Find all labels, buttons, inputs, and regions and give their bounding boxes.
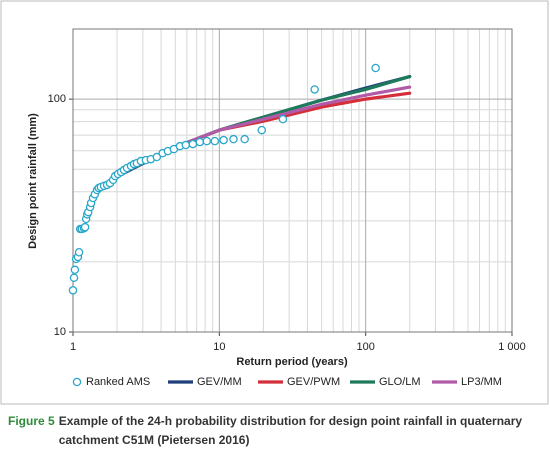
x-tick-label: 1 000 (498, 341, 526, 353)
data-point (74, 248, 84, 257)
x-tick-label: 100 (356, 341, 374, 353)
chart-frame (0, 0, 549, 405)
data-point (371, 63, 380, 73)
data-point (69, 273, 79, 282)
data-point (278, 114, 288, 124)
x-tick-label: 1 (70, 341, 76, 353)
data-point (240, 134, 249, 144)
legend-label: GEV/PWM (287, 376, 340, 388)
data-point (210, 136, 220, 146)
legend-label: GEV/MM (197, 376, 242, 388)
legend-marker (72, 377, 82, 387)
data-point (195, 137, 205, 147)
caption-label: Figure 5 (8, 414, 55, 428)
data-point (152, 152, 162, 162)
y-tick-label: 10 (54, 326, 66, 338)
legend-label: Ranked AMS (86, 376, 150, 388)
data-point (188, 139, 198, 149)
caption: Figure 5 Example of the 24-h probability… (8, 412, 528, 450)
caption-text: Example of the 24-h probability distribu… (58, 414, 523, 447)
y-tick-label: 100 (48, 93, 66, 105)
plot-frame (72, 28, 513, 333)
x-tick-label: 10 (213, 341, 225, 353)
data-point (70, 265, 80, 275)
data-point (68, 286, 78, 295)
y-axis-title: Design point rainfall (mm) (27, 113, 39, 249)
legend-label: GLO/LM (379, 376, 421, 388)
legend-label: LP3/MM (461, 376, 502, 388)
data-point (310, 85, 319, 94)
chart: Return period (years) Design point rainf… (0, 0, 549, 405)
data-point (80, 222, 90, 232)
data-point (229, 134, 238, 144)
data-point (181, 140, 191, 150)
x-axis-title: Return period (years) (236, 356, 348, 368)
data-point (219, 135, 228, 145)
data-point (202, 136, 212, 146)
data-point (257, 125, 267, 135)
